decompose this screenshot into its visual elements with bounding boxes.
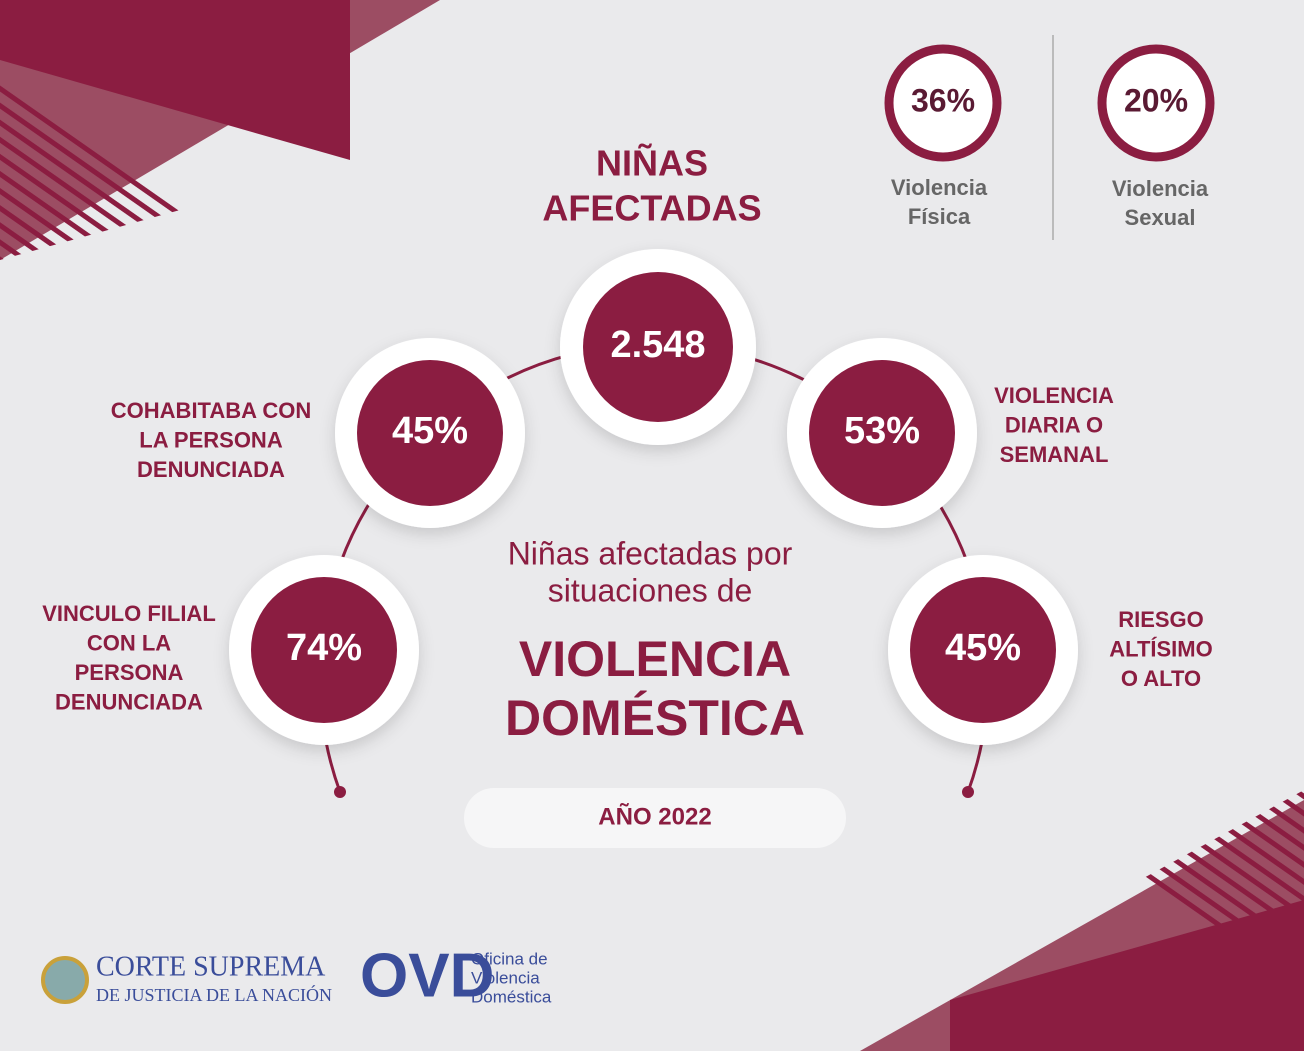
decor [0, 80, 180, 260]
stat-label: CON LA [87, 630, 171, 655]
stat-value: 74% [286, 627, 362, 669]
total: 2.548 [610, 324, 705, 366]
arc-end [962, 786, 974, 798]
stat-label: COHABITABA CON [111, 398, 311, 423]
stat-label: LA PERSONA [139, 427, 283, 452]
stat-value: 20% [1124, 82, 1188, 118]
year: AÑO 2022 [598, 802, 711, 830]
circle-inner [357, 360, 503, 506]
logo-corte: CORTE SUPREMA DE JUSTICIA DE LA NACIÓN [41, 951, 332, 1005]
title: NIÑAS [596, 142, 708, 184]
ovd-text: Doméstica [471, 987, 552, 1006]
stat-label: ALTÍSIMO [1109, 636, 1212, 661]
stat-value: 53% [844, 410, 920, 452]
circle-inner [583, 272, 733, 422]
logo-text: DE JUSTICIA DE LA NACIÓN [96, 984, 332, 1005]
stat-label: VIOLENCIA [994, 383, 1114, 408]
ovd-text: Oficina de [471, 949, 548, 968]
title: AFECTADAS [542, 188, 761, 229]
stat-label: DENUNCIADA [55, 689, 203, 714]
stat-label: VINCULO FILIAL [42, 601, 216, 626]
logo-text: CORTE SUPREMA [96, 951, 326, 982]
stat-label: O ALTO [1121, 666, 1201, 691]
intro: situaciones de [548, 572, 753, 608]
circle-inner [809, 360, 955, 506]
arc-end [334, 786, 346, 798]
stat-value: 45% [392, 410, 468, 452]
decor [950, 900, 1304, 1051]
stat-label: Física [908, 204, 971, 229]
intro: Niñas afectadas por [508, 535, 793, 571]
stat-label: SEMANAL [1000, 442, 1109, 467]
stat-label: Violencia [891, 175, 988, 200]
circle-inner [251, 577, 397, 723]
center-title: VIOLENCIA [519, 631, 791, 687]
emblem [41, 956, 89, 1004]
stat-label: Violencia [1112, 176, 1209, 201]
decor [0, 0, 350, 160]
stat-label: PERSONA [75, 660, 184, 685]
stat-value: 45% [945, 627, 1021, 669]
top-stat: 36% Violencia Física [884, 44, 1002, 229]
year-pill [464, 788, 846, 848]
stat-label: Sexual [1125, 205, 1196, 230]
ring [1097, 44, 1215, 162]
stat-label: RIESGO [1118, 607, 1204, 632]
center-title: DOMÉSTICA [505, 690, 805, 746]
logo-ovd: OVD Oficina de Violencia Doméstica [360, 941, 552, 1010]
circle-inner [910, 577, 1056, 723]
stats: 45% COHABITABA CON LA PERSONA DENUNCIADA 53%… [42, 338, 1213, 745]
stat-label: DIARIA O [1005, 412, 1103, 437]
ovd: OVD [360, 941, 494, 1010]
top-stat: 20% Violencia Sexual [1097, 44, 1215, 230]
stat-label: DENUNCIADA [137, 457, 285, 482]
ovd-text: Violencia [471, 968, 540, 987]
decor [1140, 790, 1304, 1000]
stat-value: 36% [911, 82, 975, 118]
ring [884, 44, 1002, 162]
